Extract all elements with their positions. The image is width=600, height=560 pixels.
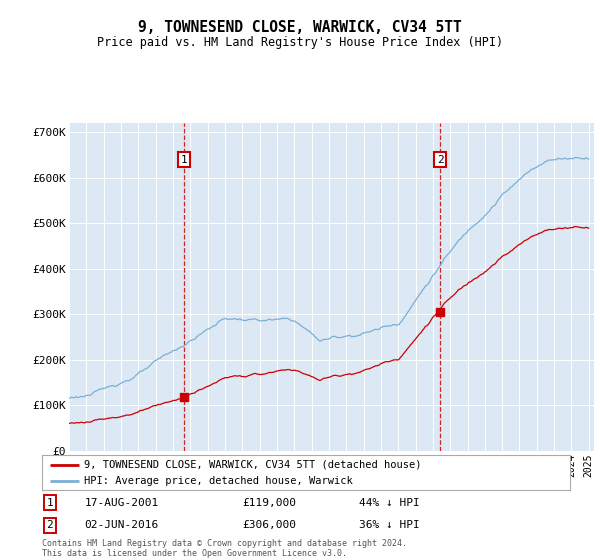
- Text: £119,000: £119,000: [242, 498, 296, 508]
- Text: 1: 1: [47, 498, 53, 508]
- Text: 2: 2: [437, 155, 443, 165]
- Text: 2: 2: [47, 520, 53, 530]
- Text: Price paid vs. HM Land Registry's House Price Index (HPI): Price paid vs. HM Land Registry's House …: [97, 36, 503, 49]
- Text: Contains HM Land Registry data © Crown copyright and database right 2024.
This d: Contains HM Land Registry data © Crown c…: [42, 539, 407, 558]
- Text: 17-AUG-2001: 17-AUG-2001: [84, 498, 158, 508]
- Text: 1: 1: [181, 155, 187, 165]
- Text: 02-JUN-2016: 02-JUN-2016: [84, 520, 158, 530]
- Text: 36% ↓ HPI: 36% ↓ HPI: [359, 520, 419, 530]
- Text: 44% ↓ HPI: 44% ↓ HPI: [359, 498, 419, 508]
- Text: £306,000: £306,000: [242, 520, 296, 530]
- Text: 9, TOWNESEND CLOSE, WARWICK, CV34 5TT: 9, TOWNESEND CLOSE, WARWICK, CV34 5TT: [138, 20, 462, 35]
- Text: 9, TOWNESEND CLOSE, WARWICK, CV34 5TT (detached house): 9, TOWNESEND CLOSE, WARWICK, CV34 5TT (d…: [84, 460, 422, 470]
- Text: HPI: Average price, detached house, Warwick: HPI: Average price, detached house, Warw…: [84, 476, 353, 486]
